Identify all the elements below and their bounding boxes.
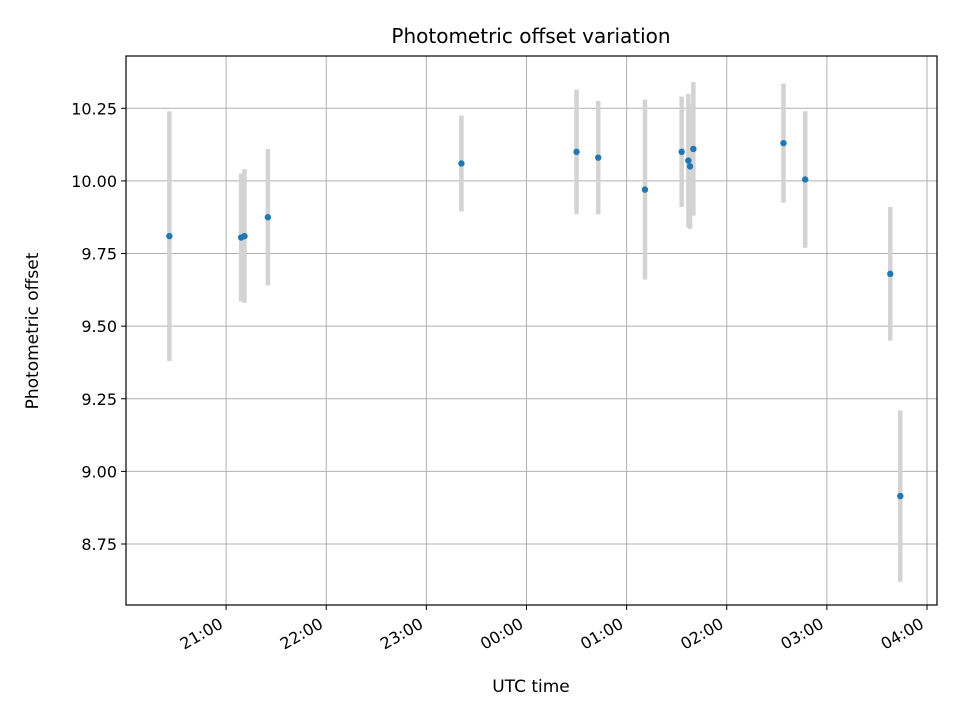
y-tick-label: 10.25 bbox=[71, 99, 117, 118]
data-point bbox=[780, 139, 787, 147]
plot-frame bbox=[125, 55, 938, 606]
data-point bbox=[166, 232, 173, 240]
data-point bbox=[887, 270, 894, 278]
grid-lines bbox=[126, 56, 937, 605]
data-point bbox=[264, 214, 272, 221]
y-tick-label: 9.25 bbox=[81, 390, 117, 409]
data-point bbox=[801, 176, 809, 183]
data-point bbox=[573, 148, 580, 156]
y-axis-label: Photometric offset bbox=[23, 252, 43, 409]
data-point bbox=[686, 163, 694, 170]
y-tick-label: 9.00 bbox=[81, 462, 117, 481]
data-point bbox=[458, 160, 465, 167]
data-point bbox=[690, 145, 697, 153]
data-point bbox=[241, 232, 248, 240]
chart-title: Photometric offset variation bbox=[391, 24, 670, 48]
y-axis-ticks: 8.75 9.00 9.25 9.50 9.75 10.00 10.25 bbox=[71, 99, 126, 554]
y-tick-label: 9.75 bbox=[81, 245, 117, 264]
data-point bbox=[685, 157, 692, 164]
data-point bbox=[641, 186, 649, 193]
data-points bbox=[166, 139, 904, 500]
x-axis-label: UTC time bbox=[492, 677, 570, 697]
y-tick-label: 9.50 bbox=[81, 317, 117, 336]
y-tick-label: 8.75 bbox=[81, 535, 117, 554]
data-point bbox=[595, 154, 602, 161]
data-point bbox=[678, 148, 685, 156]
y-tick-label: 10.00 bbox=[71, 172, 117, 191]
data-point bbox=[897, 492, 904, 500]
